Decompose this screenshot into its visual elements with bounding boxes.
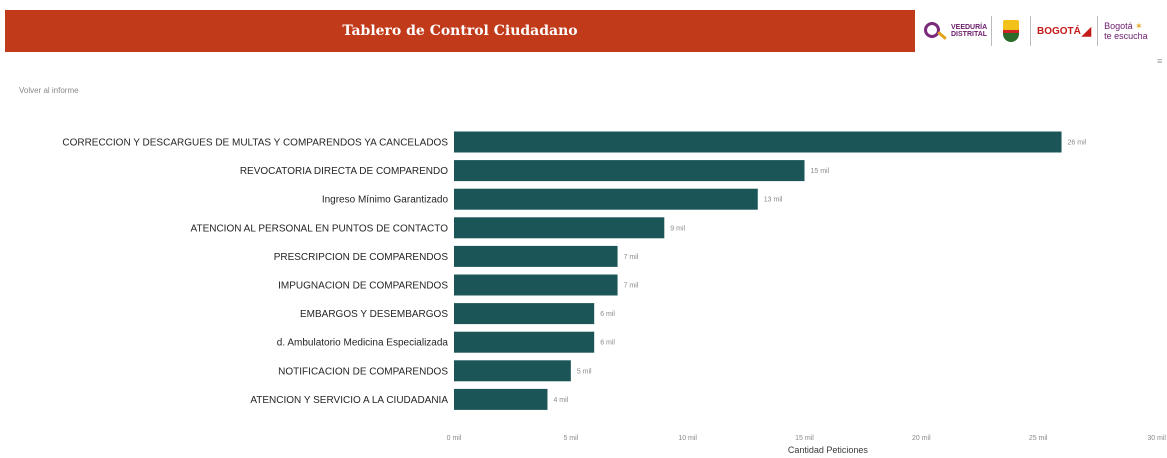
bar: [454, 131, 1062, 153]
category-label: Ingreso Mínimo Garantizado: [322, 195, 449, 206]
veeduria-line2: DISTRITAL: [951, 31, 988, 38]
bogota-logo: BOGOTÁ ◢: [1037, 16, 1099, 46]
logo-strip: VEEDURÍA DISTRITAL BOGOTÁ ◢ Bogotá ✶ te e…: [918, 10, 1167, 52]
bar: [454, 188, 758, 210]
bar: [454, 160, 805, 182]
x-tick-label: 15 mil: [795, 435, 814, 442]
data-label: 7 mil: [624, 283, 639, 290]
data-label: 4 mil: [553, 397, 568, 404]
x-tick-label: 0 mil: [447, 435, 462, 442]
sun-icon: ✶: [1135, 21, 1143, 31]
bogota-logo-text: BOGOTÁ: [1037, 25, 1081, 37]
category-label: PRESCRIPCION DE COMPARENDOS: [274, 252, 449, 263]
veeduria-logo: VEEDURÍA DISTRITAL: [922, 16, 992, 46]
category-label: EMBARGOS Y DESEMBARGOS: [300, 309, 448, 320]
magnifier-icon: [922, 20, 948, 42]
back-to-report-link[interactable]: Volver al informe: [19, 86, 79, 95]
data-label: 5 mil: [577, 368, 592, 375]
data-label: 13 mil: [764, 197, 783, 204]
data-label: 7 mil: [624, 254, 639, 261]
coat-of-arms-icon: [998, 16, 1031, 46]
header-bar: Tablero de Control Ciudadano: [5, 10, 915, 52]
bogota-mark-icon: ◢: [1081, 24, 1092, 38]
more-options-icon[interactable]: ≡: [1157, 56, 1163, 66]
x-tick-label: 10 mil: [678, 435, 697, 442]
data-label: 26 mil: [1068, 140, 1087, 147]
data-label: 6 mil: [600, 311, 615, 318]
category-label: ATENCION Y SERVICIO A LA CIUDADANIA: [250, 395, 448, 406]
bar: [454, 274, 618, 296]
data-label: 9 mil: [670, 225, 685, 232]
data-label: 6 mil: [600, 340, 615, 347]
bar: [454, 303, 595, 325]
veeduria-line1: VEEDURÍA: [951, 24, 988, 31]
category-label: REVOCATORIA DIRECTA DE COMPARENDO: [240, 166, 448, 177]
category-label: IMPUGNACION DE COMPARENDOS: [278, 281, 448, 292]
category-label: NOTIFICACION DE COMPARENDOS: [278, 366, 448, 377]
page-title: Tablero de Control Ciudadano: [342, 23, 578, 39]
category-label: d. Ambulatorio Medicina Especializada: [277, 338, 449, 349]
bar: [454, 217, 665, 239]
x-axis-title: Cantidad Peticiones: [788, 445, 869, 455]
x-tick-label: 25 mil: [1029, 435, 1048, 442]
bogota-escucha-logo: Bogotá ✶ te escucha: [1104, 16, 1154, 46]
bar: [454, 331, 595, 353]
data-label: 15 mil: [811, 168, 830, 175]
bar: [454, 245, 618, 267]
category-label: ATENCION AL PERSONAL EN PUNTOS DE CONTAC…: [191, 223, 449, 234]
bar: [454, 388, 548, 410]
x-tick-label: 30 mil: [1147, 435, 1166, 442]
x-tick-label: 20 mil: [912, 435, 931, 442]
escucha-line2: te escucha: [1104, 31, 1148, 41]
category-label: CORRECCION Y DESCARGUES DE MULTAS Y COMP…: [62, 138, 448, 149]
escucha-line1: Bogotá: [1104, 21, 1133, 31]
bar: [454, 360, 571, 382]
x-tick-label: 5 mil: [563, 435, 578, 442]
